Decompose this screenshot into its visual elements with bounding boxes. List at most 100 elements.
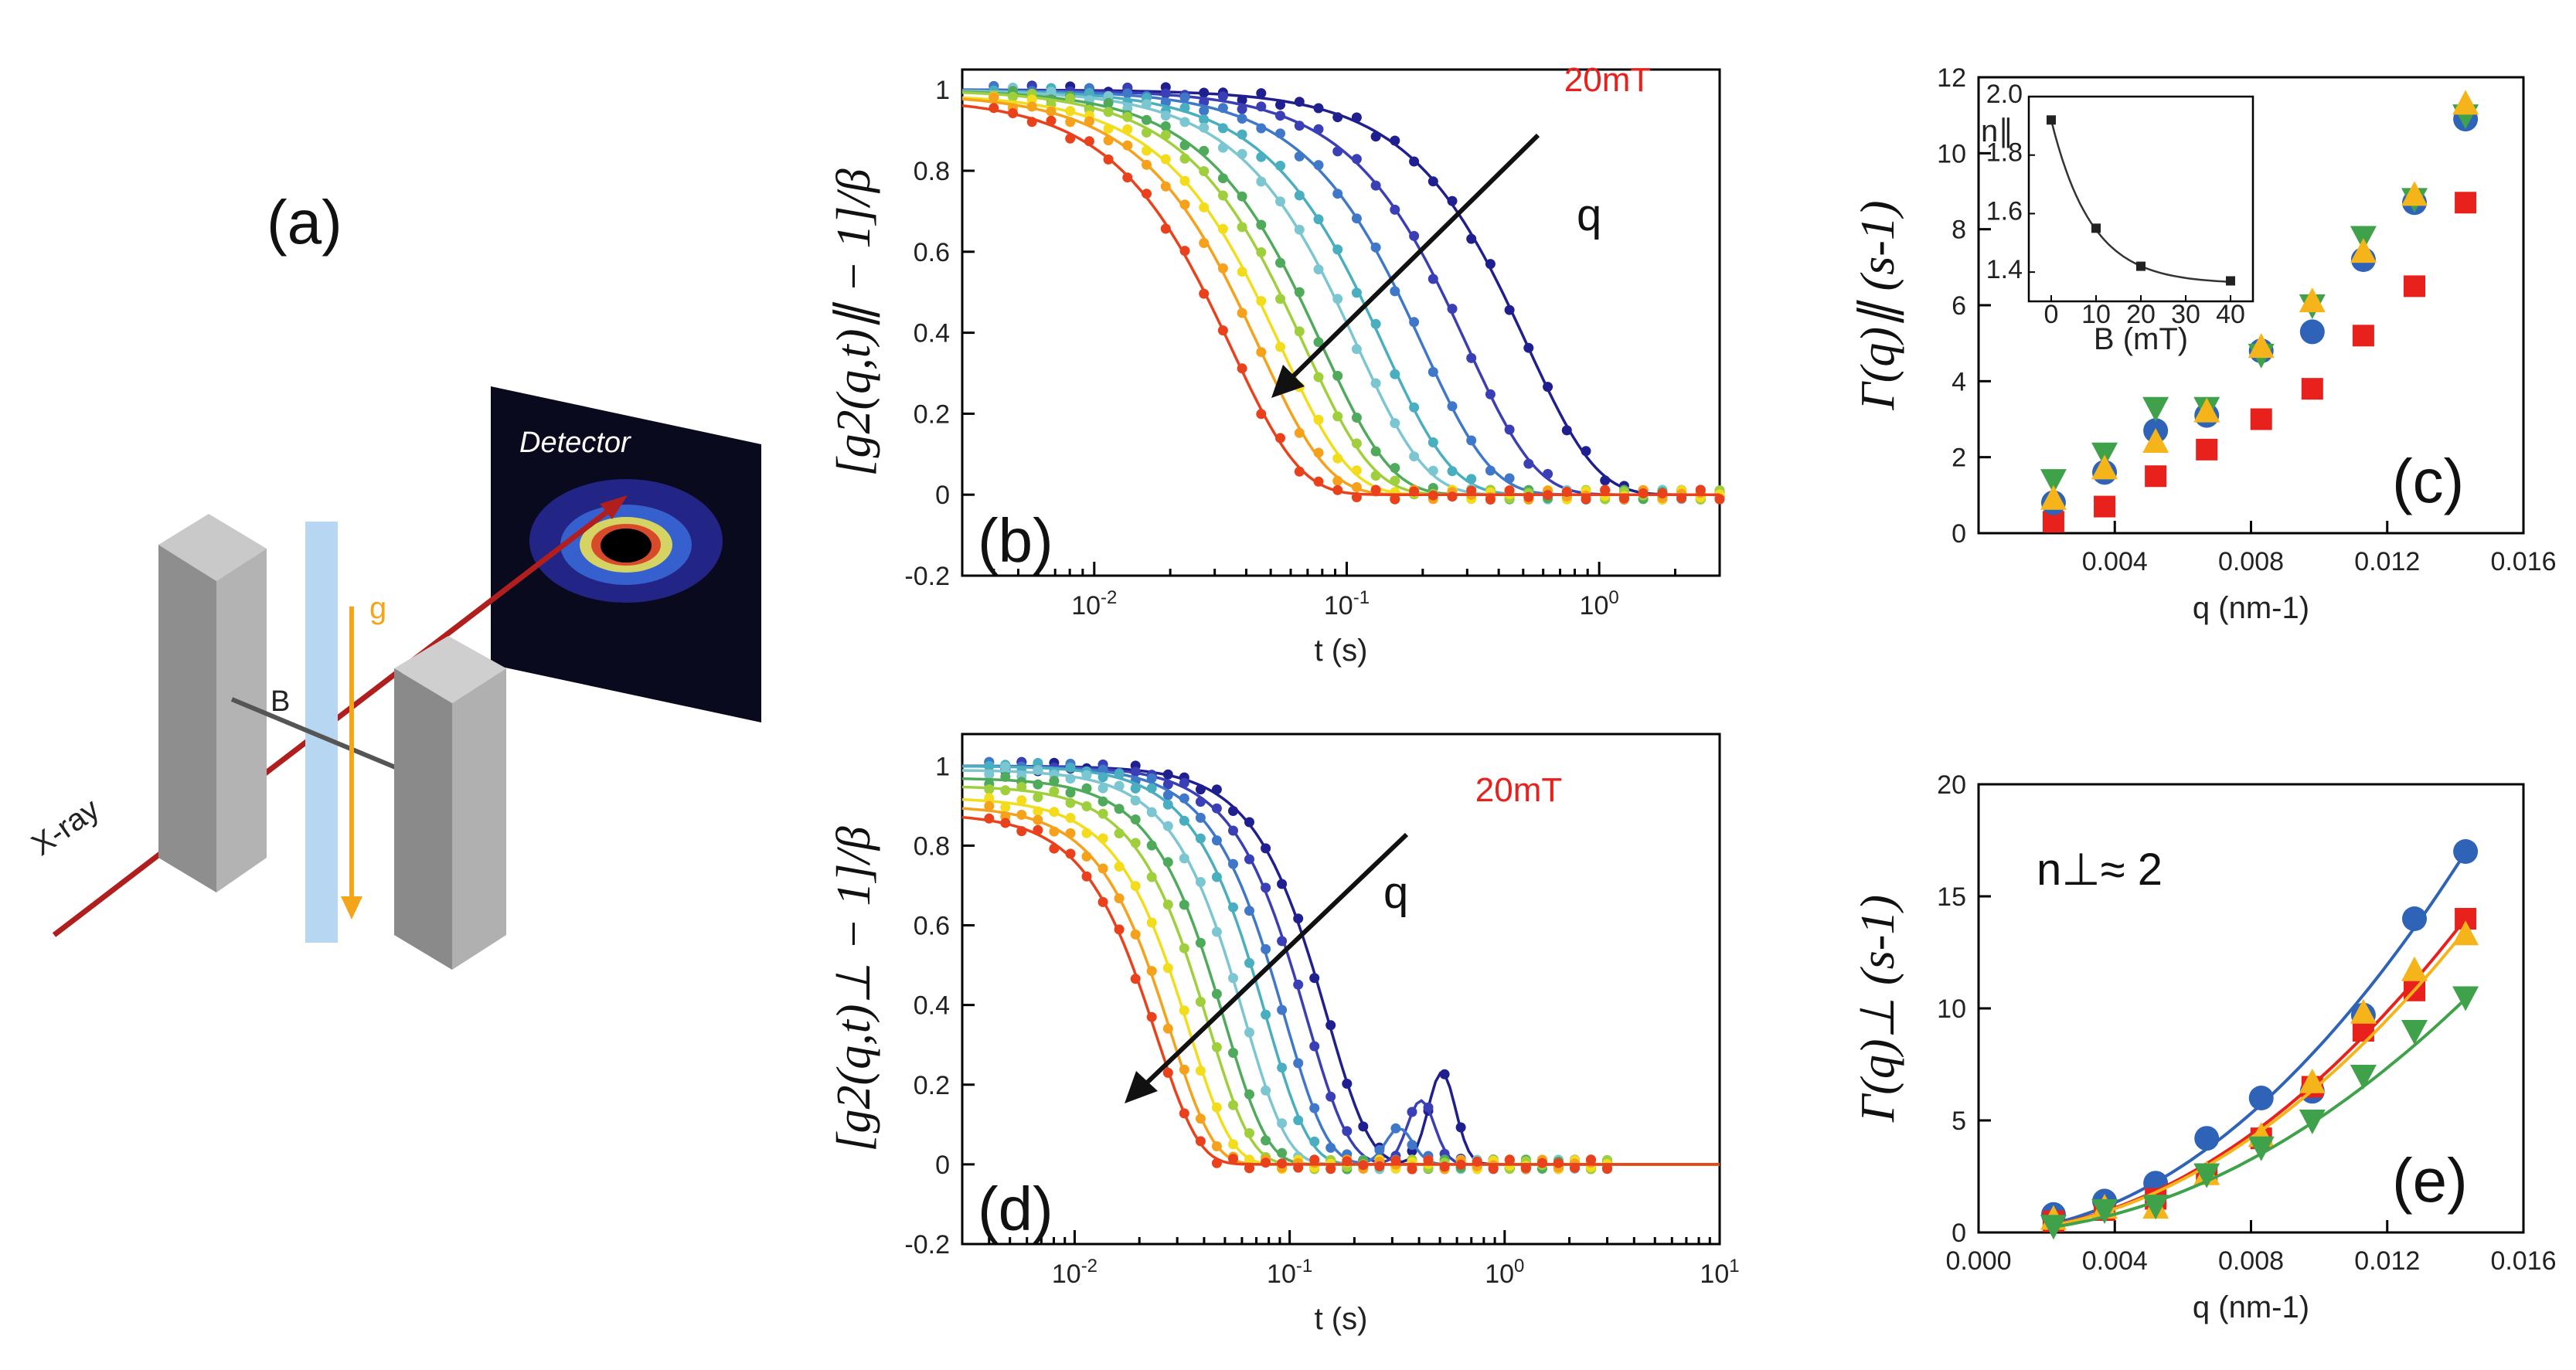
data-point-q1: [1211, 784, 1222, 795]
data-point-q9: [989, 92, 999, 103]
data-point-green-down-triangles: [2401, 1020, 2428, 1045]
data-point-q10: [1586, 1154, 1596, 1165]
y-tick-label: 10: [1937, 139, 1966, 168]
data-point-q9: [1179, 199, 1190, 210]
xray-label: X-ray: [26, 792, 106, 862]
data-point-q2: [1179, 777, 1189, 788]
inset-data-point: [2047, 115, 2056, 125]
data-point-q3: [1390, 1123, 1401, 1134]
data-point-q8: [1256, 296, 1267, 307]
data-point-q10: [1325, 1164, 1336, 1175]
data-point-q1: [1309, 973, 1320, 984]
data-point-q3: [1351, 213, 1362, 224]
data-point-q2: [1130, 767, 1141, 777]
data-point-q2: [1293, 979, 1304, 990]
detector-screen: Detector: [491, 386, 761, 722]
data-point-q8: [1000, 802, 1011, 813]
data-point-q3: [1261, 943, 1271, 954]
data-point-q1: [1293, 913, 1304, 924]
data-point-q5: [1261, 1085, 1271, 1096]
q-arrow: [1142, 832, 1409, 1088]
data-point-q5: [1097, 783, 1108, 794]
data-point-q5: [1390, 418, 1400, 429]
data-point-q8: [1179, 1005, 1189, 1016]
data-point-q5: [1114, 780, 1125, 791]
x-tick-label: 10-1: [1324, 587, 1370, 620]
data-point-q10: [1455, 1159, 1466, 1170]
data-point-q6: [1351, 413, 1362, 423]
data-point-q7: [1244, 1128, 1254, 1138]
data-point-q10: [1358, 1160, 1369, 1171]
data-point-q3: [1228, 858, 1238, 869]
x-axis-label: t (s): [1315, 1302, 1368, 1336]
data-point-q10: [1275, 433, 1285, 444]
data-point-yellow-up-triangles: [2193, 397, 2220, 423]
data-point-q7: [1351, 438, 1362, 449]
data-point-q7: [1130, 838, 1141, 848]
data-point-q4: [984, 760, 995, 771]
data-point-q7: [1122, 111, 1133, 122]
data-point-q2: [1523, 458, 1534, 469]
fit-curve-q4: [961, 764, 1720, 1166]
data-point-q7: [1162, 899, 1173, 910]
data-point-q7: [1179, 153, 1190, 164]
data-point-q3: [1309, 1103, 1320, 1113]
data-point-q10: [1618, 493, 1629, 504]
data-point-q3: [1390, 286, 1400, 297]
data-point-yellow-up-triangles: [2091, 454, 2118, 480]
data-point-q4: [1084, 87, 1094, 98]
data-point-q1: [1332, 112, 1343, 123]
data-point-q2: [1195, 797, 1206, 807]
data-point-q6: [1294, 287, 1305, 297]
data-point-q6: [1275, 257, 1285, 268]
data-point-q8: [1275, 342, 1285, 352]
x-tick-label: 0.004: [2082, 1246, 2148, 1276]
data-point-q2: [1211, 803, 1222, 814]
data-point-q8: [1313, 414, 1324, 425]
data-point-q4: [1217, 123, 1228, 134]
data-point-q4: [1065, 762, 1076, 773]
data-point-q10: [1520, 1163, 1531, 1173]
data-point-q9: [1211, 1141, 1222, 1151]
data-point-q7: [1160, 130, 1171, 141]
data-point-red-squares: [2250, 408, 2272, 430]
data-point-blue-circles: [2402, 906, 2427, 931]
data-point-q10: [1407, 1164, 1417, 1175]
data-point-q1: [1195, 784, 1206, 795]
data-point-q3: [1199, 105, 1210, 116]
data-point-q10: [1026, 117, 1037, 127]
data-point-q1: [1409, 156, 1420, 167]
data-point-q10: [1103, 154, 1114, 165]
inset-y-tick-label: 1.8: [1986, 138, 2023, 168]
data-point-q5: [1228, 973, 1238, 984]
data-point-q1: [1237, 95, 1247, 105]
x-tick-label: 100: [1580, 587, 1619, 620]
data-point-q4: [1097, 772, 1108, 783]
data-point-q5: [1162, 821, 1173, 831]
x-tick-label: 10-2: [1071, 587, 1117, 620]
data-point-q5: [1046, 87, 1057, 97]
data-point-yellow-up-triangles: [2401, 956, 2428, 981]
data-point-q1: [1600, 475, 1611, 486]
y-tick-label: 0.8: [914, 157, 950, 186]
y-tick-label: 0.2: [914, 399, 950, 429]
data-point-q9: [1160, 181, 1171, 192]
data-point-q8: [1103, 124, 1114, 134]
data-point-q10: [1332, 484, 1343, 495]
y-tick-label: 0: [935, 481, 950, 510]
data-point-q4: [1195, 833, 1206, 844]
data-point-q3: [1179, 92, 1190, 103]
data-point-blue-circles: [2194, 1126, 2220, 1151]
data-point-q2: [1160, 88, 1171, 99]
data-point-q8: [1033, 806, 1043, 817]
y-tick-label: 0: [1952, 519, 1966, 549]
data-point-q9: [1046, 106, 1057, 117]
data-point-q4: [1428, 437, 1438, 447]
panel-a-schematic: (a) Detector X-ray B g: [26, 188, 761, 970]
data-point-q3: [1374, 1144, 1385, 1155]
panel-a-label: (a): [267, 188, 342, 257]
data-point-q10: [989, 103, 999, 114]
data-point-q7: [1294, 326, 1305, 337]
data-point-q10: [1374, 1161, 1385, 1171]
fit-curve-q8: [961, 798, 1720, 1166]
